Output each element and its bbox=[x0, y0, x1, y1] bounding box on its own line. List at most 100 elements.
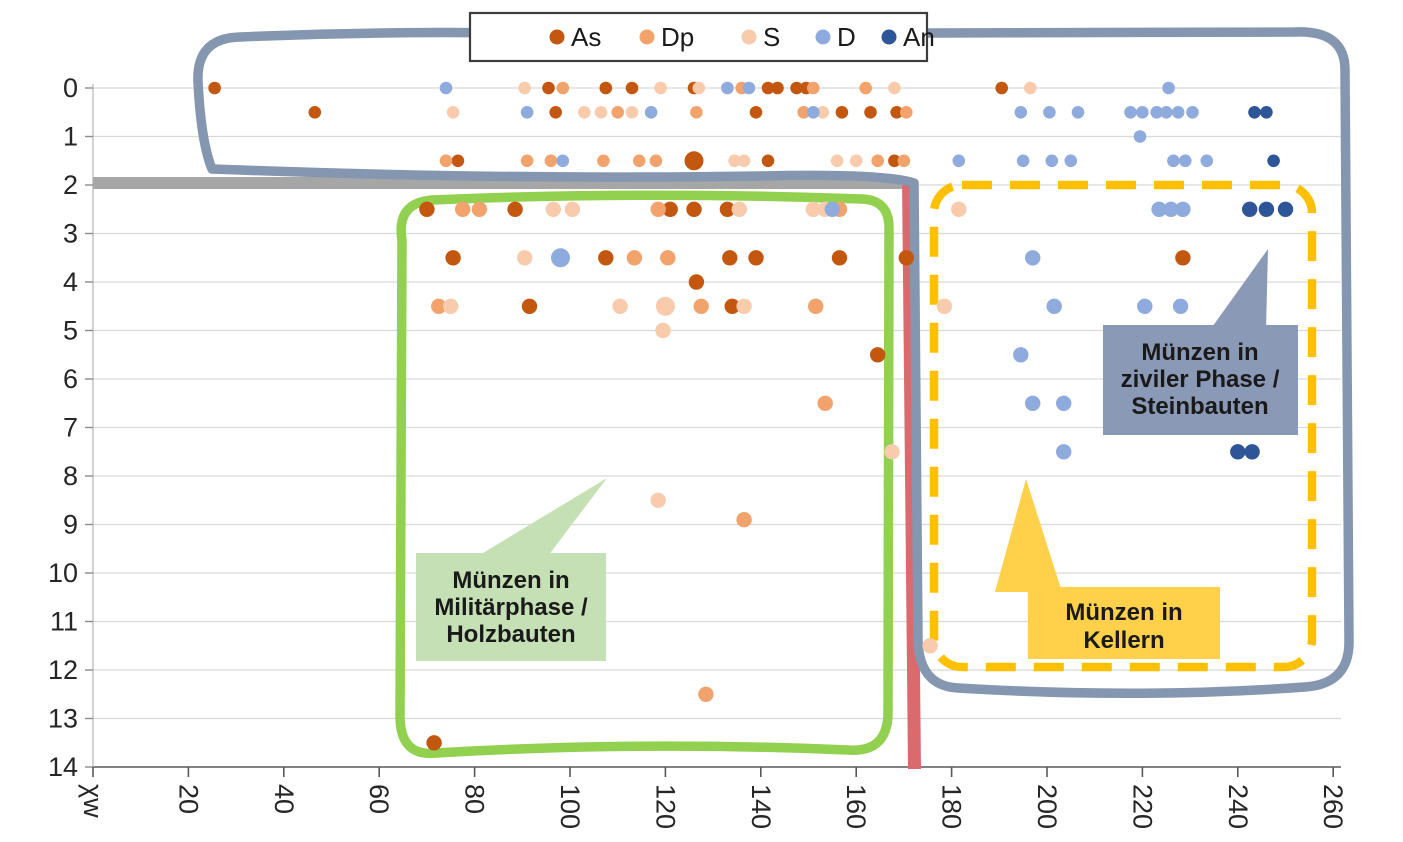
data-point-Dp bbox=[690, 106, 703, 119]
legend: As Dp S D An bbox=[468, 11, 935, 63]
legend-marker-Dp bbox=[639, 29, 655, 45]
data-point-S bbox=[655, 322, 671, 339]
data-point-Dp bbox=[660, 250, 676, 266]
x-tick-label: 40 bbox=[269, 784, 299, 814]
x-tick-label: 100 bbox=[555, 784, 585, 829]
data-point-Dp bbox=[632, 154, 646, 168]
legend-item-S: S bbox=[741, 22, 780, 52]
data-point-D bbox=[952, 154, 966, 168]
data-point-As bbox=[662, 201, 678, 217]
y-tick-label: 3 bbox=[63, 219, 78, 249]
series-S bbox=[443, 81, 1037, 654]
data-point-D bbox=[1200, 154, 1214, 168]
x-tick-label: 60 bbox=[364, 784, 394, 814]
x-tick-label: χw bbox=[78, 784, 108, 818]
data-point-An bbox=[1267, 154, 1280, 168]
annotation-pointer bbox=[1210, 249, 1268, 330]
data-point-S bbox=[564, 201, 581, 217]
data-point-D bbox=[1162, 81, 1175, 95]
data-point-S bbox=[578, 106, 591, 119]
legend-item-An: An bbox=[881, 22, 935, 52]
data-point-As bbox=[790, 81, 803, 95]
y-tick-label: 14 bbox=[48, 752, 78, 782]
data-point-S bbox=[737, 154, 751, 168]
data-point-S bbox=[443, 298, 459, 314]
data-point-D bbox=[1056, 444, 1072, 460]
data-point-As bbox=[1175, 250, 1191, 266]
data-point-Dp bbox=[556, 81, 570, 95]
data-point-S bbox=[805, 201, 821, 217]
annotation-box bbox=[1103, 325, 1298, 435]
data-point-As bbox=[542, 81, 555, 95]
data-point-D bbox=[439, 81, 453, 95]
data-point-Dp bbox=[817, 395, 833, 411]
data-point-S bbox=[888, 81, 901, 95]
x-tick-label: 120 bbox=[650, 784, 680, 829]
data-point-D bbox=[644, 106, 658, 119]
data-point-As bbox=[507, 201, 523, 217]
legend-label: Dp bbox=[661, 22, 694, 52]
data-point-D bbox=[1171, 106, 1185, 119]
data-point-S bbox=[830, 154, 844, 168]
y-tick-label: 7 bbox=[63, 413, 78, 443]
data-point-D bbox=[1014, 106, 1028, 119]
data-point-Dp bbox=[544, 154, 558, 168]
y-tick-label: 10 bbox=[48, 558, 78, 588]
data-point-S bbox=[518, 81, 531, 95]
data-point-As bbox=[995, 81, 1008, 95]
green-region-outline bbox=[395, 190, 894, 759]
data-point-As bbox=[426, 735, 442, 751]
x-tick-label: 220 bbox=[1127, 784, 1157, 829]
data-point-D bbox=[1025, 250, 1041, 266]
data-point-D bbox=[520, 106, 534, 119]
data-point-Dp bbox=[807, 81, 820, 95]
data-point-As bbox=[870, 347, 886, 363]
data-point-Dp bbox=[471, 201, 488, 217]
annotation-text: Steinbauten bbox=[1131, 393, 1268, 420]
data-point-Dp bbox=[597, 154, 610, 168]
data-point-D bbox=[551, 248, 570, 268]
data-point-D bbox=[1124, 106, 1137, 119]
y-tick-label: 11 bbox=[50, 607, 78, 637]
series-D bbox=[439, 81, 1214, 460]
annotation-text: Holzbauten bbox=[446, 621, 575, 648]
data-point-D bbox=[1179, 154, 1192, 168]
data-point-D bbox=[1071, 106, 1085, 119]
annotation-text: Münzen in bbox=[1065, 599, 1182, 626]
data-point-An bbox=[1244, 444, 1260, 460]
x-tick-label: 260 bbox=[1318, 784, 1348, 829]
data-point-Dp bbox=[693, 298, 709, 314]
data-point-D bbox=[742, 81, 756, 95]
data-point-As bbox=[684, 151, 704, 171]
data-point-As bbox=[864, 106, 877, 119]
data-point-As bbox=[208, 81, 221, 95]
data-point-As bbox=[771, 81, 784, 95]
data-point-As bbox=[898, 250, 914, 266]
data-point-Dp bbox=[900, 106, 913, 119]
data-point-As bbox=[445, 250, 461, 266]
data-point-Dp bbox=[626, 250, 643, 266]
data-point-S bbox=[692, 81, 706, 95]
data-point-Dp bbox=[520, 154, 534, 168]
data-point-Dp bbox=[431, 298, 447, 314]
data-point-D bbox=[1016, 154, 1030, 168]
data-point-Dp bbox=[897, 154, 911, 168]
data-point-Dp bbox=[871, 154, 884, 168]
annotation-text: Münzen in bbox=[1141, 339, 1258, 366]
data-point-As bbox=[831, 250, 848, 266]
x-tick-label: 140 bbox=[746, 784, 776, 829]
data-point-As bbox=[549, 106, 562, 119]
data-point-Dp bbox=[736, 512, 752, 528]
y-tick-label: 2 bbox=[63, 170, 78, 200]
annotation-pointer bbox=[478, 478, 607, 556]
data-point-S bbox=[951, 201, 967, 217]
data-point-S bbox=[446, 106, 460, 119]
blue-region-outline bbox=[193, 27, 1354, 699]
data-point-As bbox=[761, 81, 775, 95]
data-point-D bbox=[1175, 201, 1191, 217]
data-point-D bbox=[1133, 130, 1147, 143]
